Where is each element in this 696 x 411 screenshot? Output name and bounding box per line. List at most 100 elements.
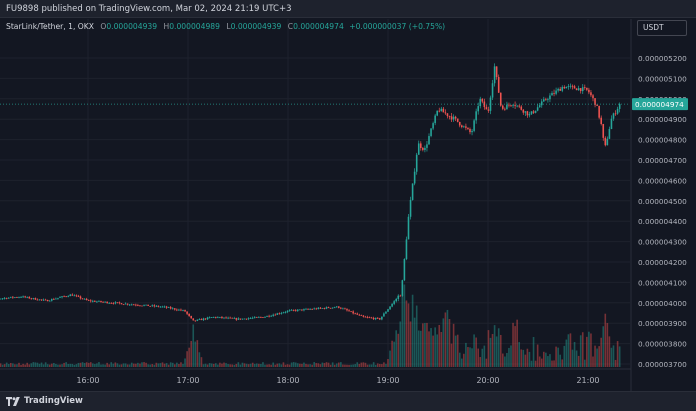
candle-body (612, 113, 615, 119)
volume-bar (309, 364, 311, 367)
candle-body (547, 99, 549, 101)
y-tick-label: 0.000005200 (638, 54, 687, 63)
candle-body (522, 109, 525, 113)
volume-bar (98, 362, 100, 367)
volume-bar (276, 363, 279, 367)
candle-body (463, 126, 465, 128)
candle-body (26, 296, 28, 298)
volume-bar (499, 334, 502, 367)
candle-body (422, 147, 424, 150)
volume-bar (194, 341, 197, 367)
candle-body (430, 128, 432, 137)
volume-bar (208, 363, 211, 367)
candle-body (210, 317, 213, 318)
open-value: 0.000004939 (106, 22, 158, 31)
candle-body (75, 295, 78, 297)
candle-body (96, 301, 98, 303)
candle-body (206, 317, 209, 320)
candle-body (223, 317, 225, 319)
candle-body (171, 308, 174, 310)
candle-body (94, 300, 96, 302)
candle-body (506, 104, 508, 110)
volume-bar (251, 362, 254, 367)
volume-bar (215, 363, 217, 367)
candle-body (92, 300, 94, 302)
footer-brand[interactable]: TradingView (24, 396, 83, 406)
volume-bar (290, 362, 293, 367)
volume-bar (553, 360, 555, 367)
candle-body (504, 108, 506, 110)
volume-bar (137, 362, 139, 367)
volume-bar (34, 362, 37, 367)
candle-body (381, 316, 383, 320)
price-chart[interactable]: 0.0000052000.0000051000.0000050000.00000… (0, 19, 696, 391)
candle-body (272, 314, 274, 316)
volume-bar (18, 362, 20, 367)
candle-body (561, 87, 564, 91)
candle-body (139, 305, 141, 307)
volume-bar (346, 364, 348, 367)
candle-body (1, 298, 4, 300)
volume-bar (600, 337, 602, 367)
volume-bar (428, 331, 430, 367)
volume-bar (387, 359, 389, 367)
candle-body (434, 115, 436, 124)
candle-body (237, 318, 240, 320)
volume-bar (594, 345, 596, 367)
candle-body (565, 86, 568, 89)
volume-bar (264, 364, 266, 367)
candle-body (233, 318, 236, 319)
volume-bar (348, 364, 350, 367)
candle-body (528, 114, 531, 116)
candle-body (428, 136, 430, 145)
volume-bar (526, 348, 529, 367)
candle-body (458, 121, 461, 126)
candle-body (354, 313, 356, 315)
volume-bar (368, 364, 371, 367)
candle-body (212, 316, 215, 318)
candle-body (260, 317, 262, 318)
candle-body (385, 311, 387, 314)
volume-bar (114, 362, 117, 367)
volume-bar (487, 330, 490, 367)
candle-body (477, 106, 479, 112)
close-value: 0.000004974 (293, 22, 344, 31)
symbol-label[interactable]: StarLink/Tether, 1, OKX (6, 22, 94, 31)
candle-body (358, 314, 361, 316)
candle-body (553, 93, 555, 94)
volume-bar (321, 362, 324, 367)
volume-bar (514, 326, 516, 367)
y-tick-label: 0.000004400 (638, 217, 687, 226)
volume-bar (327, 362, 330, 367)
volume-bar (61, 364, 63, 367)
volume-bar (540, 358, 543, 367)
candle-body (604, 137, 607, 146)
volume-bar (270, 364, 272, 367)
volume-bar (534, 360, 537, 367)
volume-bar (444, 312, 447, 367)
candle-body (364, 316, 367, 318)
candle-body (573, 86, 576, 89)
candle-body (415, 154, 418, 172)
candle-body (399, 295, 402, 297)
volume-bar (40, 362, 43, 367)
chart-area[interactable]: 0.0000052000.0000051000.0000050000.00000… (0, 19, 696, 391)
candle-body (73, 295, 76, 297)
candle-body (405, 239, 408, 260)
candle-body (366, 317, 369, 318)
volume-bar (383, 362, 385, 367)
volume-bar (192, 324, 195, 367)
candle-body (311, 309, 313, 310)
candle-body (610, 118, 613, 130)
candle-body (48, 300, 51, 302)
candle-body (83, 298, 86, 300)
volume-bar (280, 364, 283, 367)
candle-body (135, 304, 137, 306)
y-tick-label: 0.000004100 (638, 278, 687, 287)
volume-bar (30, 363, 33, 367)
currency-button[interactable]: USDT (637, 20, 687, 36)
candle-body (106, 301, 108, 304)
candle-body (379, 318, 381, 320)
candle-body (102, 301, 104, 303)
volume-bar (206, 364, 209, 367)
